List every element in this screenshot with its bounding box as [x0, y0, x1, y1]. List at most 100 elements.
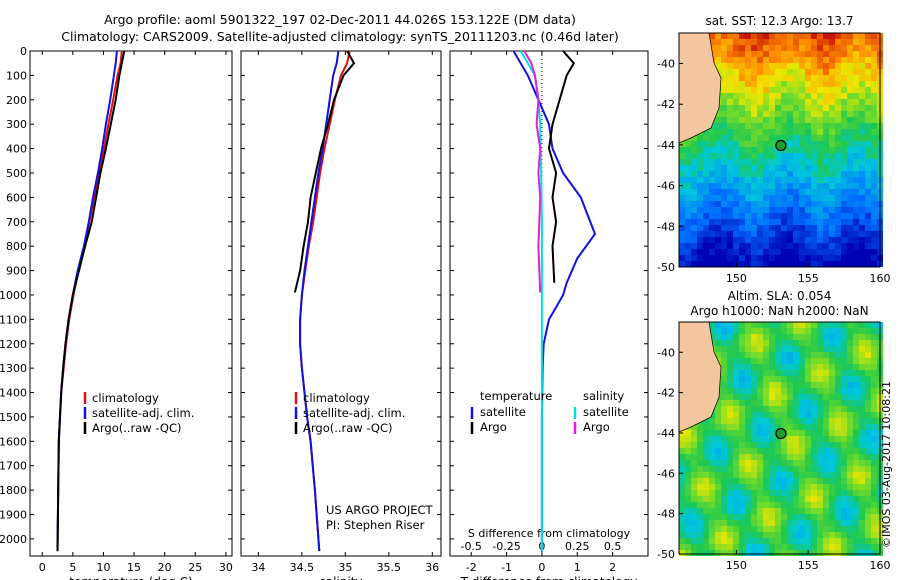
map-cell: [781, 418, 787, 424]
map-cell: [679, 526, 685, 532]
map-cell: [769, 388, 775, 394]
map-cell: [715, 400, 721, 406]
map-cell: [715, 514, 721, 520]
map-cell: [769, 424, 775, 430]
map-cell: [679, 490, 685, 496]
map-cell: [679, 201, 685, 207]
map-cell: [727, 165, 733, 171]
map-cell: [811, 532, 817, 538]
map-cell: [793, 147, 799, 153]
map-cell: [829, 183, 835, 189]
map-cell: [841, 412, 847, 418]
map-cell: [751, 460, 757, 466]
map-cell: [751, 538, 757, 544]
map-cell: [715, 159, 721, 165]
map-cell: [775, 243, 781, 249]
map-cell: [709, 544, 715, 550]
map-cell: [823, 388, 829, 394]
map-cell: [799, 69, 805, 75]
map-cell: [805, 460, 811, 466]
map-cell: [775, 532, 781, 538]
map-cell: [787, 400, 793, 406]
map-cell: [739, 51, 745, 57]
map-cell: [847, 550, 853, 556]
map-cell: [811, 364, 817, 370]
map-cell: [769, 418, 775, 424]
map-cell: [739, 39, 745, 45]
map-cell: [799, 75, 805, 81]
map-cell: [847, 147, 853, 153]
map-cell: [859, 135, 865, 141]
map-cell: [757, 394, 763, 400]
map-cell: [841, 165, 847, 171]
map-cell: [835, 472, 841, 478]
map-cell: [787, 436, 793, 442]
map-cell: [817, 424, 823, 430]
map-cell: [847, 376, 853, 382]
map-cell: [871, 57, 877, 63]
map-cell: [871, 225, 877, 231]
map-cell: [763, 87, 769, 93]
map-cell: [829, 418, 835, 424]
map-cell: [703, 544, 709, 550]
s-tick-label: 0.5: [604, 540, 622, 553]
map-cell: [703, 237, 709, 243]
map-cell: [859, 177, 865, 183]
map-cell: [871, 544, 877, 550]
map-cell: [841, 261, 847, 267]
map-cell: [685, 526, 691, 532]
map-cell: [715, 237, 721, 243]
map-cell: [847, 496, 853, 502]
map-cell: [859, 75, 865, 81]
map-cell: [823, 171, 829, 177]
map-cell: [739, 153, 745, 159]
map-cell: [721, 508, 727, 514]
map-cell: [787, 376, 793, 382]
map-cell: [769, 358, 775, 364]
map-cell: [715, 478, 721, 484]
map-cell: [775, 388, 781, 394]
map-cell: [817, 159, 823, 165]
map-cell: [715, 346, 721, 352]
map-cell: [847, 243, 853, 249]
map-cell: [811, 418, 817, 424]
map-cell: [757, 129, 763, 135]
map-cell: [829, 442, 835, 448]
map-cell: [793, 352, 799, 358]
map-cell: [823, 370, 829, 376]
map-cell: [721, 334, 727, 340]
map-x-tick-label: 150: [726, 272, 747, 285]
map-cell: [733, 57, 739, 63]
map-cell: [829, 412, 835, 418]
map-cell: [745, 219, 751, 225]
map-cell: [835, 454, 841, 460]
map-cell: [865, 364, 871, 370]
map-cell: [823, 418, 829, 424]
map-y-tick-label: -40: [657, 58, 675, 71]
map-cell: [859, 370, 865, 376]
map-cell: [793, 69, 799, 75]
map-cell: [799, 99, 805, 105]
map-cell: [709, 165, 715, 171]
map-cell: [817, 406, 823, 412]
map-cell: [691, 532, 697, 538]
map-cell: [751, 394, 757, 400]
map-cell: [727, 135, 733, 141]
map-cell: [727, 33, 733, 39]
map-cell: [733, 165, 739, 171]
map-cell: [733, 69, 739, 75]
series-line-argo: [547, 50, 576, 283]
map-cell: [847, 75, 853, 81]
map-cell: [811, 99, 817, 105]
map-cell: [715, 412, 721, 418]
y-tick-label: 2000: [0, 533, 27, 546]
map-cell: [697, 171, 703, 177]
map-cell: [841, 508, 847, 514]
map-cell: [841, 33, 847, 39]
map-cell: [859, 207, 865, 213]
map-cell: [805, 201, 811, 207]
legend-label: Argo: [583, 420, 610, 434]
map-cell: [853, 460, 859, 466]
map-y-tick-label: -44: [657, 139, 675, 152]
map-cell: [859, 69, 865, 75]
